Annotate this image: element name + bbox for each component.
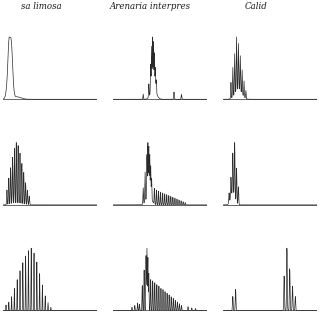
- Text: Arenaria interpres: Arenaria interpres: [110, 2, 191, 11]
- Text: sa limosa: sa limosa: [21, 2, 62, 11]
- Text: Calid: Calid: [244, 2, 268, 11]
